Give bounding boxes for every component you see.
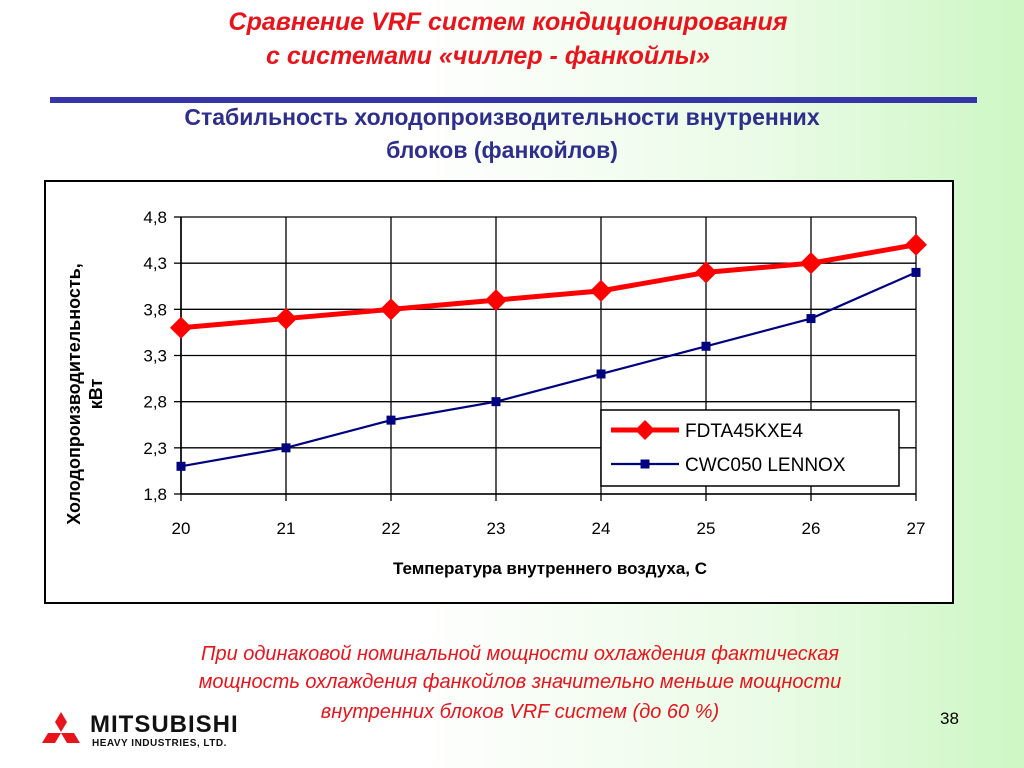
y-axis-label-line1: Холодопроизводительность, [64,263,84,525]
data-point-fdta45kxe4 [695,261,717,284]
y-tick-label: 3,8 [143,300,167,319]
logo-subtitle: HEAVY INDUSTRIES, LTD. [92,738,227,749]
legend: FDTA45KXE4 CWC050 LENNOX [600,409,900,487]
y-axis-label-line2: кВт [86,379,106,410]
x-tick-label: 22 [382,519,401,538]
y-tick-label: 1,8 [143,485,167,504]
x-tick-label: 26 [802,519,821,538]
data-point-cwc050-lennox [596,369,606,379]
legend-label: FDTA45KXE4 [685,421,803,442]
x-tick-label: 27 [907,519,926,538]
x-tick-label: 23 [487,519,506,538]
data-point-cwc050-lennox [491,397,501,407]
line-chart: 1,8 2,3 2,8 3,3 3,8 4,3 4,8 20 21 22 23 24 25 26 27 FD… [64,208,927,578]
y-tick-label: 2,8 [143,393,167,412]
legend-label: CWC050 LENNOX [685,455,846,476]
data-point-cwc050-lennox [701,341,711,351]
data-point-cwc050-lennox [176,461,186,471]
x-tick-label: 25 [697,519,716,538]
y-tick-label: 2,3 [143,439,167,458]
title-divider [50,97,977,103]
data-point-cwc050-lennox [806,314,816,324]
data-point-cwc050-lennox [281,443,291,453]
footnote-line3: внутренних блоков VRF систем (до 60 %) [320,701,720,723]
data-point-fdta45kxe4 [485,289,507,312]
slide-title-line2: с системами «чиллер - фанкойлы» [266,42,710,70]
legend-marker-diamond [635,420,655,440]
data-point-cwc050-lennox [386,415,396,425]
y-tick-label: 4,8 [143,208,167,227]
data-point-cwc050-lennox [911,267,921,277]
three-diamonds-icon [42,712,80,743]
axes: 1,8 2,3 2,8 3,3 3,8 4,3 4,8 20 21 22 23 24 25 26 27 [143,208,925,538]
data-point-fdta45kxe4 [905,233,927,256]
footnote-line1: При одинаковой номинальной мощности охла… [200,643,840,665]
company-logo: MITSUBISHI HEAVY INDUSTRIES, LTD. [38,710,268,756]
x-tick-label: 24 [592,519,611,538]
legend-box [600,409,900,487]
y-tick-label: 4,3 [143,254,167,273]
page-number: 38 [940,709,959,728]
slide-title-line1: Сравнение VRF систем кондиционирования [228,8,788,36]
series [170,233,927,471]
chart-subtitle-line1: Стабильность холодопроизводительности вн… [184,104,820,130]
x-tick-label: 21 [277,519,296,538]
series-line-cwc050-lennox [180,271,917,468]
series-line-fdta45kxe4 [180,242,917,331]
chart-subtitle-line2: блоков (фанкойлов) [386,137,618,163]
data-point-fdta45kxe4 [170,316,192,339]
data-point-fdta45kxe4 [590,279,612,302]
chart-frame: 1,8 2,3 2,8 3,3 3,8 4,3 4,8 20 21 22 23 24 25 26 27 FD… [44,180,954,604]
data-point-fdta45kxe4 [275,307,297,330]
y-tick-label: 3,3 [143,347,167,366]
logo-name: MITSUBISHI [90,711,239,738]
legend-marker-square [640,459,650,469]
data-point-fdta45kxe4 [800,252,822,275]
x-tick-label: 20 [172,519,191,538]
data-point-fdta45kxe4 [380,298,402,321]
footnote-line2: мощность охлаждения фанкойлов значительн… [198,671,842,693]
x-axis-label: Температура внутреннего воздуха, С [393,559,707,578]
